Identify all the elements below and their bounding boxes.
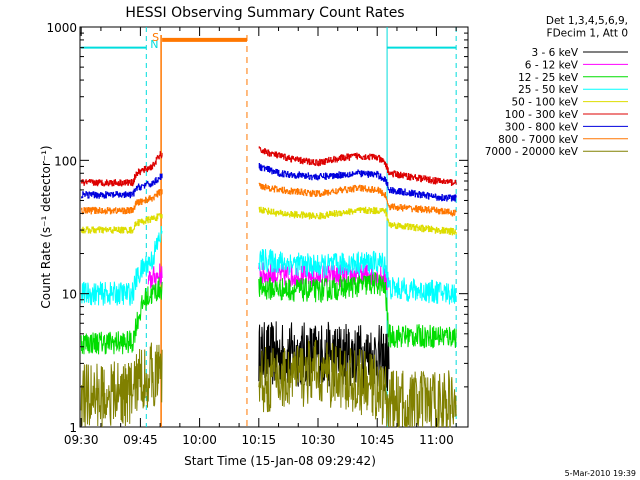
legend-label: 800 - 7000 keV <box>498 134 579 146</box>
series-line <box>80 277 163 355</box>
series-line <box>80 342 163 428</box>
plot-timestamp: 5-Mar-2010 19:39 <box>565 469 636 478</box>
x-tick-label: 10:15 <box>242 433 277 447</box>
y-tick-label: 1000 <box>46 21 77 35</box>
legend-label: 300 - 800 keV <box>505 121 579 133</box>
legend-label: 25 - 50 keV <box>518 84 579 96</box>
series-layer <box>80 146 457 428</box>
series-line <box>258 248 457 305</box>
series-line <box>258 271 457 349</box>
x-tick-label: 09:45 <box>123 433 158 447</box>
saa-label: S <box>152 31 159 44</box>
series-line <box>81 188 163 215</box>
series-line <box>258 162 457 202</box>
legend-label: 7000 - 20000 keV <box>485 146 579 158</box>
x-tick-label: 11:00 <box>419 433 454 447</box>
series-line <box>258 182 457 217</box>
legend-label: 50 - 100 keV <box>511 97 578 109</box>
y-tick-label: 1 <box>69 421 77 435</box>
legend-header: FDecim 1, Att 0 <box>547 27 628 39</box>
series-line <box>258 206 457 236</box>
x-tick-label: 09:30 <box>64 433 99 447</box>
legend-label: 12 - 25 keV <box>518 72 579 84</box>
series-line <box>258 339 457 428</box>
plot-frame <box>79 26 469 428</box>
y-tick-label: 100 <box>54 154 77 168</box>
series-line <box>81 213 163 234</box>
chart-title: HESSI Observing Summary Count Rates <box>125 5 404 21</box>
x-tick-label: 10:45 <box>360 433 395 447</box>
legend-label: 6 - 12 keV <box>525 59 579 71</box>
series-line <box>258 146 457 186</box>
night-label: N <box>150 38 158 51</box>
legend-label: 100 - 300 keV <box>505 109 579 121</box>
y-axis-title: Count Rate (s⁻¹ detector⁻¹) <box>39 145 53 308</box>
series-line <box>80 226 163 306</box>
legend-header: Det 1,3,4,5,6,9, <box>546 15 628 27</box>
series-line <box>81 173 163 199</box>
series-line <box>81 151 163 187</box>
x-tick-label: 10:30 <box>301 433 336 447</box>
x-axis-title: Start Time (15-Jan-08 09:29:42) <box>184 454 376 468</box>
y-tick-label: 10 <box>62 288 77 302</box>
series-line <box>147 263 163 289</box>
axis-layer: 1 10 100 1000 09:30 09:45 10:00 10:15 10:30 10:45… <box>46 21 468 447</box>
x-tick-label: 10:00 <box>182 433 217 447</box>
legend-label: 3 - 6 keV <box>531 47 578 59</box>
